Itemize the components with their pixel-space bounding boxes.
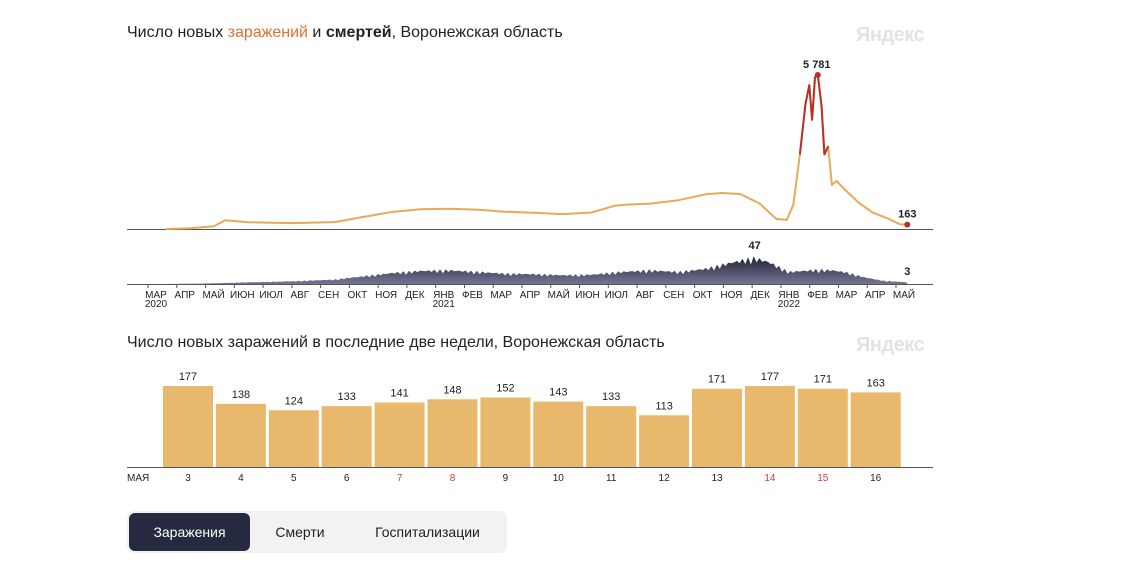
bar-value-label: 113 xyxy=(655,400,673,412)
month-label: АПР xyxy=(865,290,886,301)
annotation-dot-1 xyxy=(904,221,911,228)
month-label: МАР xyxy=(145,290,167,301)
bar xyxy=(215,403,266,467)
bar-category-label: 15 xyxy=(817,473,829,484)
tab-infections[interactable]: Заражения xyxy=(129,513,250,551)
infections-peak-line xyxy=(798,74,830,156)
annotation-label-3: 3 xyxy=(904,266,910,278)
year-label: 2022 xyxy=(778,299,801,310)
infections-deaths-chart-title: Число новых заражений и смертей, Воронеж… xyxy=(127,24,563,42)
bar-value-label: 141 xyxy=(390,387,408,399)
bar-category-label: 9 xyxy=(503,473,509,484)
title-region: , Воронежская область xyxy=(391,24,563,41)
bar xyxy=(321,406,372,467)
month-label: АВГ xyxy=(636,290,655,301)
month-label: ОКТ xyxy=(348,290,368,301)
month-label: ЯНВ xyxy=(433,290,454,301)
title-and: и xyxy=(307,24,326,41)
bar-category-label: 12 xyxy=(659,473,671,484)
bar-category-label: 5 xyxy=(291,473,297,484)
month-label: МАЙ xyxy=(548,288,570,301)
bar-category-label: 10 xyxy=(553,473,565,484)
bar-value-label: 152 xyxy=(496,382,514,394)
bar-category-label: 8 xyxy=(450,473,456,484)
bar xyxy=(163,386,213,467)
bar-value-label: 163 xyxy=(867,377,885,389)
bar-category-label: 3 xyxy=(185,473,191,484)
bar xyxy=(850,392,901,467)
month-label: МАР xyxy=(836,290,858,301)
month-label: ИЮЛ xyxy=(605,290,628,301)
bar xyxy=(586,406,637,467)
bar-category-label: 7 xyxy=(397,473,403,484)
month-label: ФЕВ xyxy=(462,290,483,301)
bar-category-label: 4 xyxy=(238,473,244,484)
month-label: ИЮЛ xyxy=(259,290,282,301)
tab-hospitalizations[interactable]: Госпитализации xyxy=(375,524,480,540)
month-label: ДЕК xyxy=(751,290,770,301)
yandex-logo-2: Яндекс xyxy=(856,334,925,356)
bar xyxy=(744,386,795,467)
bar xyxy=(692,388,742,467)
deaths-area xyxy=(165,256,908,284)
bar-category-label: 11 xyxy=(606,473,617,484)
month-label: МАЙ xyxy=(893,288,915,301)
month-label: МАР xyxy=(490,290,512,301)
month-label: НОЯ xyxy=(375,290,397,301)
month-label: ИЮН xyxy=(230,290,255,301)
bar-category-label: 14 xyxy=(764,473,776,484)
month-label: СЕН xyxy=(318,290,339,301)
month-label: ФЕВ xyxy=(807,290,828,301)
bar-category-label: 16 xyxy=(870,473,882,484)
bar xyxy=(533,401,584,467)
bar xyxy=(797,388,848,467)
bar-value-label: 143 xyxy=(549,387,567,399)
bar-value-label: 124 xyxy=(285,395,303,407)
two-weeks-chart-title: Число новых заражений в последние две не… xyxy=(127,334,665,351)
bar-value-label: 177 xyxy=(179,371,197,383)
month-label: АВГ xyxy=(290,290,309,301)
bar-value-label: 171 xyxy=(814,374,832,386)
annotation-dot-0 xyxy=(814,72,821,78)
annotation-label-1: 163 xyxy=(898,209,916,221)
bar-value-label: 171 xyxy=(708,374,726,386)
bar-value-label: 148 xyxy=(443,384,461,396)
annotation-label-2: 47 xyxy=(749,240,761,252)
month-label: АПР xyxy=(175,290,196,301)
title-deaths-word: смертей xyxy=(325,24,392,41)
month-label: ИЮН xyxy=(575,290,600,301)
month-label: НОЯ xyxy=(720,290,742,301)
metric-tabs: Заражения Смерти Госпитализации xyxy=(127,511,507,553)
month-label: АПР xyxy=(520,290,541,301)
month-label: СЕН xyxy=(663,290,684,301)
bar xyxy=(374,402,425,467)
bar-value-label: 133 xyxy=(338,391,356,403)
bar xyxy=(639,415,690,467)
bar xyxy=(427,399,478,467)
month-label: ЯНВ xyxy=(778,290,799,301)
bar xyxy=(480,397,531,467)
year-label: 2020 xyxy=(145,299,168,310)
bar-category-label: 6 xyxy=(344,473,350,484)
month-label: ДЕК xyxy=(405,290,424,301)
annotation-label-0: 5 781 xyxy=(803,59,831,71)
bar-value-label: 177 xyxy=(761,371,779,383)
tab-deaths[interactable]: Смерти xyxy=(275,524,325,540)
bar-category-label: 13 xyxy=(711,473,723,484)
month-label: ОКТ xyxy=(693,290,713,301)
title-prefix: Число новых xyxy=(127,24,228,41)
year-label: 2021 xyxy=(433,299,456,310)
bars-month-label: МАЯ xyxy=(127,473,149,484)
yandex-logo: Яндекс xyxy=(856,24,925,46)
bar-value-label: 138 xyxy=(232,389,250,401)
month-label: МАЙ xyxy=(202,288,224,301)
infections-line xyxy=(165,74,908,230)
bar xyxy=(268,410,319,467)
bar-value-label: 133 xyxy=(602,391,620,403)
title-infections-word: заражений xyxy=(227,24,308,41)
